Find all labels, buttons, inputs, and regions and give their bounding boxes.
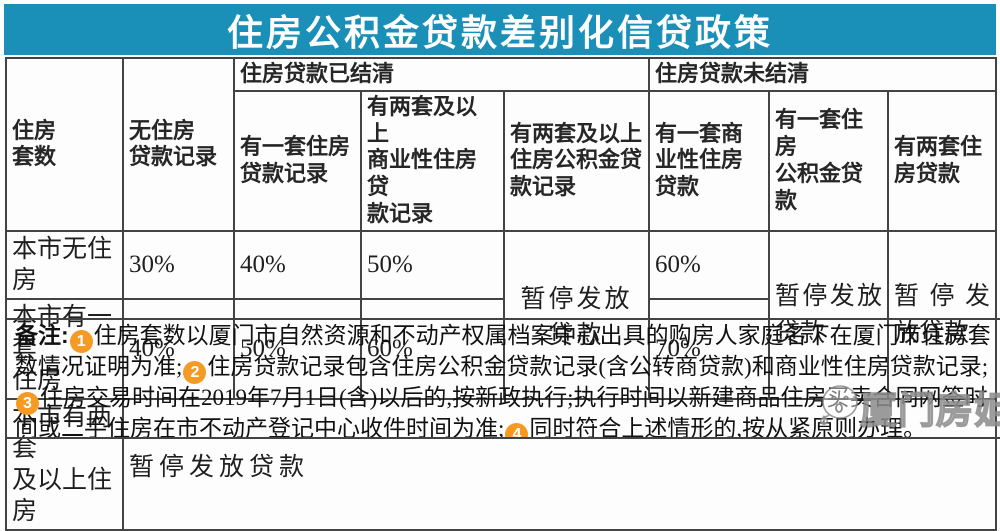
- row-label-no-housing: 本市无住房: [5, 229, 124, 301]
- note-text-segment: 住房套数以厦门市自然资源和不动产权属档案中心出具的购房人家庭名下在厦门市住房套数…: [15, 323, 991, 379]
- row-label-one-housing: 本市有一套 住房: [5, 298, 124, 401]
- notes-content: 备注: 1 住房套数以厦门市自然资源和不动产权属档案中心出具的购房人家庭名下在厦门市…: [15, 322, 991, 439]
- notes-box: 备注: 1 住房套数以厦门市自然资源和不动产权属档案中心出具的购房人家庭名下在厦门市…: [5, 318, 1000, 439]
- header-settled-one-record: 有一套住房 贷款记录: [233, 89, 362, 232]
- note-number-badge: 4: [505, 423, 529, 437]
- note-number-badge: 2: [183, 361, 207, 384]
- header-settled-two-commercial-record: 有两套及以上 商业性住房贷 款记录: [360, 89, 505, 232]
- cell-no-housing-settled-two-commercial: 50%: [360, 229, 505, 301]
- note-number-badge: 1: [69, 330, 93, 353]
- header-unsettled-one-fund: 有一套住房 公积金贷款: [768, 89, 890, 232]
- header-unsettled-one-commercial: 有一套商业性住房贷款: [648, 89, 771, 232]
- header-unsettled-two-loans: 有两套住房贷款: [887, 89, 998, 232]
- cell-one-housing-settled-one: 50%: [233, 298, 362, 401]
- note-text-segment: 同时符合上述情形的,按从紧原则办理。: [529, 416, 927, 439]
- cell-one-housing-unsettled-one-commercial: 70%: [648, 298, 771, 401]
- cell-no-housing-unsettled-one-commercial: 60%: [648, 229, 771, 301]
- cell-no-housing-no-record: 30%: [122, 229, 235, 301]
- cell-suspended-unsettled-two: 暂停发放贷款: [887, 229, 998, 401]
- notes-label: 备注:: [15, 322, 69, 348]
- note-text-segment: 住房贷款记录包含住房公积金贷款记录(含公转商贷款)和商业性住房贷款记录;: [207, 354, 989, 379]
- cell-no-housing-settled-one: 40%: [233, 229, 362, 301]
- title-bar: 住房公积金贷款差别化信贷政策: [4, 4, 996, 55]
- header-housing-count: 住房 套数: [5, 57, 124, 232]
- header-no-loan-record: 无住房 贷款记录: [122, 57, 235, 232]
- header-settled-two-fund-record: 有两套及以上 住房公积金贷 款记录: [502, 89, 651, 232]
- note-number-badge: 3: [16, 392, 39, 415]
- cell-one-housing-no-record: 40%: [122, 298, 235, 401]
- cell-one-housing-settled-two-commercial: 60%: [360, 298, 505, 401]
- header-group-settled: 住房贷款已结清: [232, 57, 651, 92]
- cell-suspended-settled-two-fund: 暂停发放贷款: [502, 229, 651, 401]
- policy-table: 住房 套数 无住房 贷款记录 住房贷款已结清 住房贷款未结清 有一套住房 贷款记…: [5, 57, 998, 531]
- policy-infographic: 住房公积金贷款差别化信贷政策 住房 套数 无住房 贷款记录 住房贷款已结清 住房…: [4, 4, 1000, 531]
- page-title: 住房公积金贷款差别化信贷政策: [226, 11, 773, 53]
- header-group-unsettled: 住房贷款未结清: [648, 57, 998, 92]
